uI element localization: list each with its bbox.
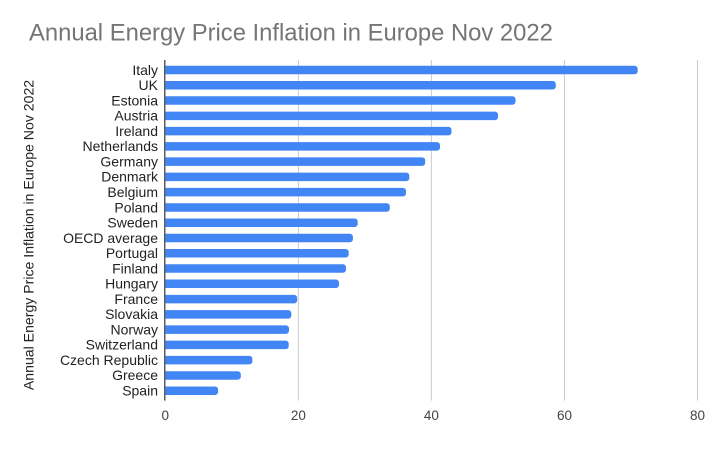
svg-text:Hungary: Hungary (105, 276, 158, 292)
svg-text:Sweden: Sweden (107, 215, 158, 231)
svg-text:Ireland: Ireland (115, 123, 158, 139)
svg-text:Norway: Norway (111, 321, 158, 337)
svg-text:20: 20 (291, 408, 306, 423)
svg-text:OECD average: OECD average (63, 230, 158, 246)
svg-text:Annual Energy Price Inflation: Annual Energy Price Inflation in Europe … (29, 20, 553, 47)
svg-text:Greece: Greece (112, 367, 158, 383)
svg-text:Denmark: Denmark (101, 169, 159, 185)
svg-text:Czech Republic: Czech Republic (60, 352, 158, 368)
svg-text:Slovakia: Slovakia (105, 306, 158, 322)
svg-text:UK: UK (139, 77, 159, 93)
svg-text:40: 40 (424, 408, 439, 423)
svg-text:Belgium: Belgium (107, 184, 158, 200)
svg-text:0: 0 (162, 408, 170, 423)
svg-text:80: 80 (690, 408, 705, 423)
svg-text:Spain: Spain (122, 383, 158, 399)
svg-text:France: France (114, 291, 158, 307)
svg-text:60: 60 (557, 408, 572, 423)
svg-text:Netherlands: Netherlands (83, 138, 159, 154)
svg-text:Austria: Austria (114, 108, 158, 124)
svg-text:Italy: Italy (132, 62, 158, 78)
svg-text:Annual Energy Price Inflation: Annual Energy Price Inflation in Europe … (21, 80, 37, 390)
svg-text:Switzerland: Switzerland (86, 337, 158, 353)
svg-text:Poland: Poland (114, 199, 158, 215)
svg-text:Portugal: Portugal (106, 245, 158, 261)
svg-text:Finland: Finland (112, 260, 158, 276)
svg-text:Estonia: Estonia (111, 92, 158, 108)
svg-text:Germany: Germany (100, 153, 158, 169)
